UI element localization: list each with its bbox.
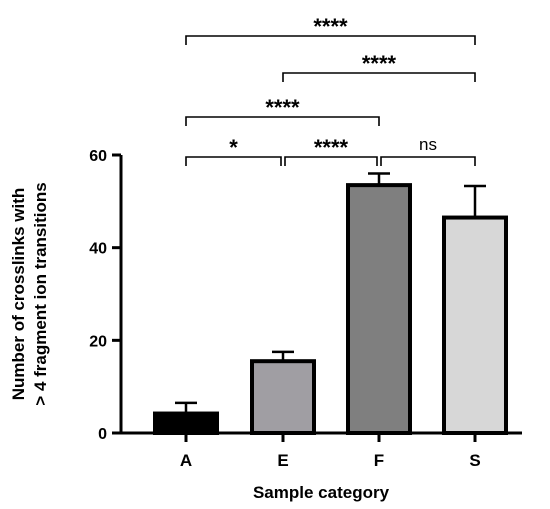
significance-label: ****	[265, 95, 300, 120]
bar-e	[250, 359, 316, 435]
x-tick-label-s: S	[469, 451, 480, 470]
significance-bracket	[185, 35, 476, 45]
bars	[153, 172, 508, 436]
significance-label: ****	[362, 51, 397, 76]
significance-label: *	[229, 135, 238, 160]
x-tick-label-a: A	[180, 451, 192, 470]
x-tick-label-e: E	[277, 451, 288, 470]
x-axis-title: Sample category	[253, 483, 390, 502]
y-tick-label: 60	[89, 148, 107, 165]
significance-bracket	[185, 116, 380, 126]
y-axis: 0 20 40 60	[89, 148, 123, 443]
significance-brackets: ************* **** ns	[185, 14, 476, 166]
significance-bracket	[282, 72, 476, 82]
y-axis-title-line-2: > 4 fragment ion transitions	[31, 182, 50, 405]
y-axis-title-line-1: Number of crosslinks with	[9, 188, 28, 401]
significance-bracket	[284, 156, 378, 166]
x-tick-label-f: F	[374, 451, 384, 470]
significance-bracket	[185, 156, 282, 166]
y-tick-label: 0	[98, 426, 107, 443]
significance-bracket	[380, 156, 476, 166]
bar-s	[442, 215, 508, 435]
y-tick-label: 40	[89, 241, 107, 258]
significance-label: ****	[314, 135, 349, 160]
bar-a	[153, 411, 219, 436]
bar-f	[346, 183, 412, 435]
y-tick-label: 20	[89, 333, 107, 350]
significance-label: ns	[419, 135, 437, 154]
significance-label: ****	[313, 14, 348, 39]
